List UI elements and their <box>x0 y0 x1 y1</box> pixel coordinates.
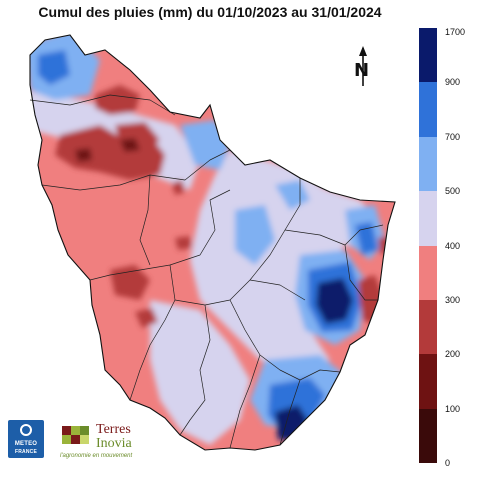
meteo-france-line2: FRANCE <box>14 449 38 455</box>
legend-class-swatch <box>419 408 437 463</box>
rainfall-field <box>30 35 395 450</box>
legend-tick-label: 100 <box>445 403 461 414</box>
meteo-france-line1: METEO <box>14 441 38 447</box>
map-title: Cumul des pluies (mm) du 01/10/2023 au 3… <box>38 4 382 20</box>
legend-class-swatch <box>419 136 437 192</box>
meteo-france-logo: METEO FRANCE <box>8 420 44 458</box>
north-letter: N <box>354 60 370 81</box>
legend-tick-label: 0 <box>445 458 451 468</box>
legend-tick-label: 700 <box>445 131 461 142</box>
terres-inovia-logo: Terres Inovia l'agronomie en mouvement <box>60 422 160 462</box>
legend-tick-label: 300 <box>445 294 461 305</box>
north-arrow-icon: N <box>352 46 374 90</box>
rainfall-map <box>29 34 396 451</box>
legend-class-swatch <box>419 191 437 246</box>
legend-class-swatch <box>419 299 437 355</box>
legend-tick-label: 900 <box>445 77 461 88</box>
department-borders <box>29 94 384 449</box>
legend-class-swatch <box>419 354 437 409</box>
legend-class-swatch <box>419 82 437 137</box>
legend-tick-label: 400 <box>445 240 461 251</box>
color-legend: 1700 900 700 500 400 300 200 100 0 <box>419 27 465 468</box>
legend-tick-label: 500 <box>445 186 461 197</box>
terres-inovia-tagline: l'agronomie en mouvement <box>60 453 133 459</box>
legend-class-swatch <box>419 28 437 83</box>
legend-tick-label: 1700 <box>445 27 466 37</box>
legend-tick-label: 200 <box>445 349 461 360</box>
inovia-word: Inovia <box>96 436 132 451</box>
legend-class-swatch <box>419 245 437 300</box>
terres-word: Terres <box>96 422 131 437</box>
